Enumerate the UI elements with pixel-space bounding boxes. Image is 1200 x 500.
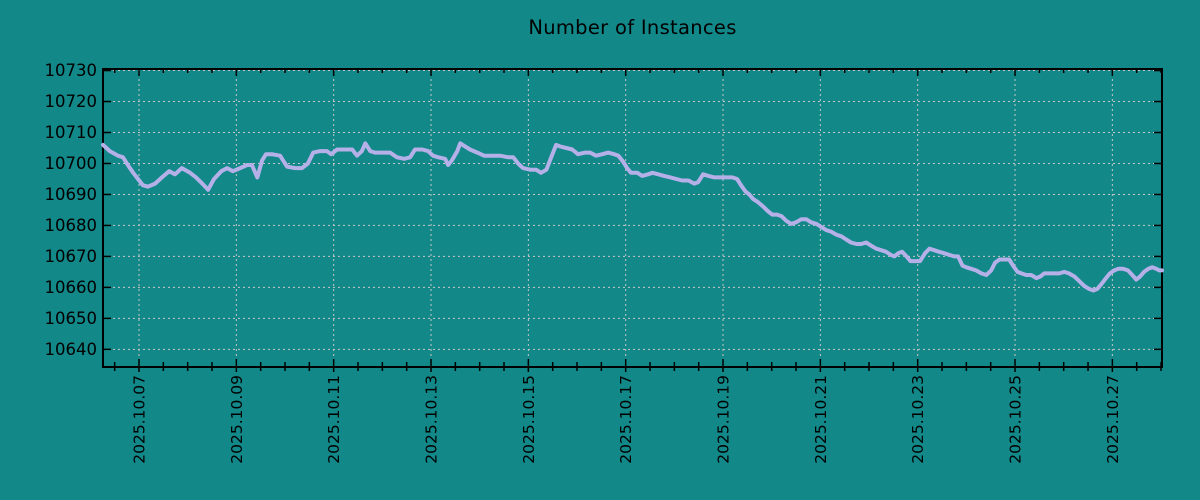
y-tick-label: 10730 bbox=[45, 61, 98, 80]
axis-frame bbox=[102, 68, 1163, 368]
y-tick-label: 10640 bbox=[45, 340, 98, 359]
y-tick-labels: 10640 10650 10660 10670 10680 10690 10700 10710… bbox=[45, 61, 98, 359]
y-tick-label: 10650 bbox=[45, 309, 98, 328]
tick-marks bbox=[103, 69, 1162, 372]
y-tick-label: 10710 bbox=[45, 123, 98, 142]
series-line-instances bbox=[101, 141, 1164, 293]
x-tick-label: 2025.10.27 bbox=[1104, 375, 1122, 464]
x-tick-labels: 2025.10.07 2025.10.09 2025.10.11 2025.10.13… bbox=[131, 375, 1122, 464]
x-tick-label: 2025.10.13 bbox=[423, 375, 441, 464]
y-tick-label: 10660 bbox=[45, 278, 98, 297]
x-tick-label: 2025.10.21 bbox=[812, 375, 830, 464]
x-tick-label: 2025.10.09 bbox=[228, 375, 246, 464]
x-tick-label: 2025.10.23 bbox=[909, 375, 927, 464]
x-tick-label: 2025.10.19 bbox=[715, 375, 733, 464]
x-tick-label: 2025.10.11 bbox=[325, 375, 343, 464]
x-tick-label: 2025.10.17 bbox=[617, 375, 635, 464]
x-tick-label: 2025.10.25 bbox=[1007, 375, 1025, 464]
x-tick-label: 2025.10.07 bbox=[131, 375, 149, 464]
y-tick-label: 10680 bbox=[45, 216, 98, 235]
y-tick-label: 10670 bbox=[45, 247, 98, 266]
y-tick-label: 10700 bbox=[45, 154, 98, 173]
x-tick-label: 2025.10.15 bbox=[520, 375, 538, 464]
y-tick-label: 10720 bbox=[45, 92, 98, 111]
y-tick-label: 10690 bbox=[45, 185, 98, 204]
grid-lines bbox=[103, 69, 1162, 367]
chart-title: Number of Instances bbox=[528, 16, 737, 39]
